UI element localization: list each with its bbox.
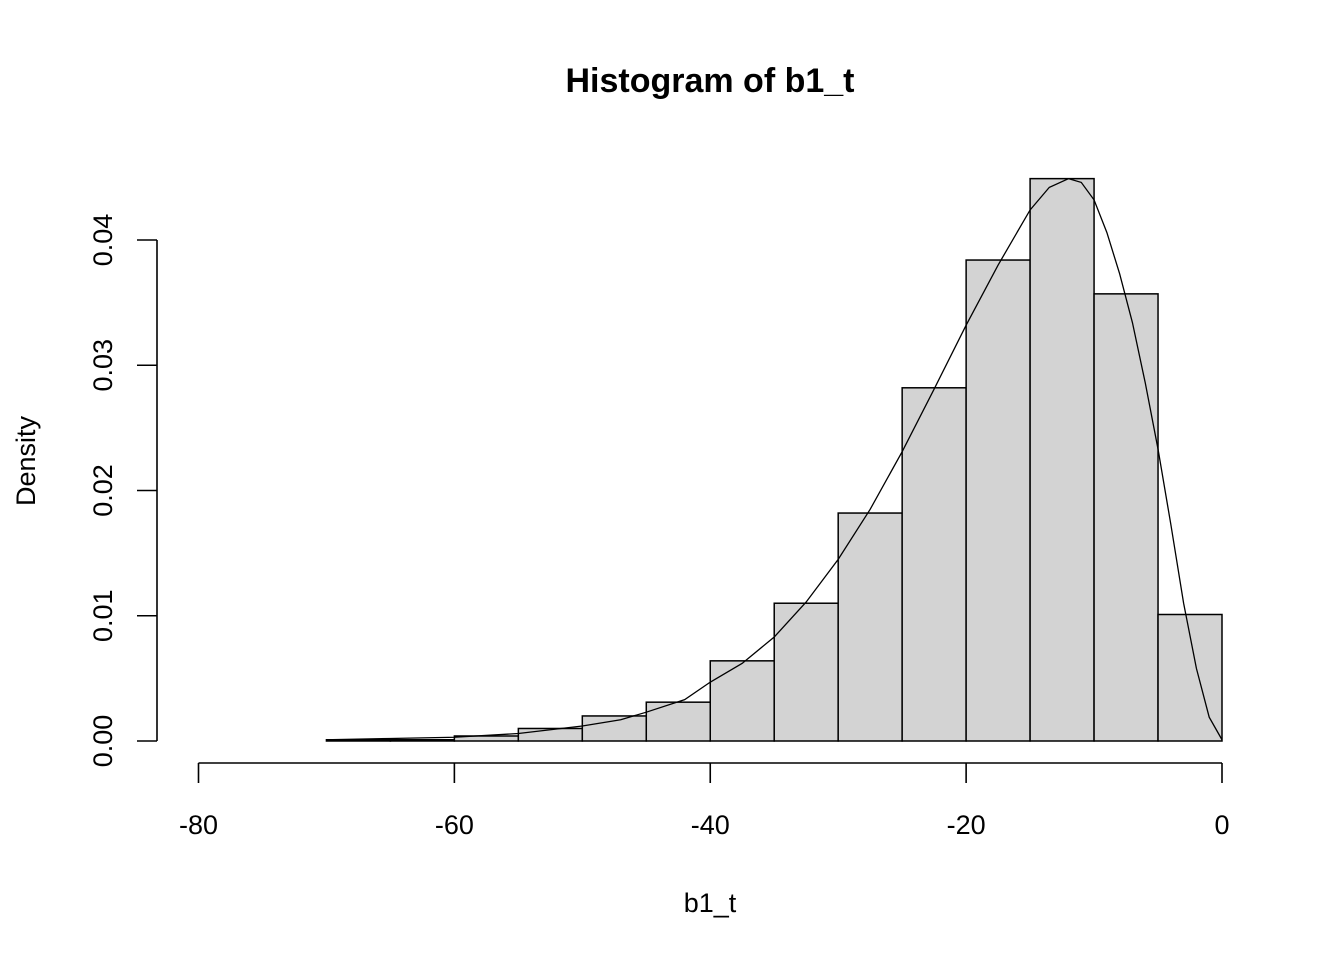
histogram-bar xyxy=(965,259,1031,742)
y-tick-label: 0.01 xyxy=(88,589,118,642)
x-axis-label: b1_t xyxy=(684,888,737,918)
x-tick-label: -20 xyxy=(947,810,986,840)
histogram-bar xyxy=(581,715,648,742)
x-axis: -80 -60 -40 -20 0 xyxy=(179,762,1230,840)
x-tick-label: -80 xyxy=(179,810,218,840)
y-tick-label: 0.03 xyxy=(88,339,118,392)
y-tick-label: 0.00 xyxy=(88,715,118,768)
histogram-bar xyxy=(1029,177,1095,742)
histogram-bar xyxy=(1093,293,1159,742)
y-tick-label: 0.02 xyxy=(88,464,118,517)
histogram-bar xyxy=(389,738,456,742)
histogram-bar xyxy=(773,602,839,742)
bars-group xyxy=(325,177,1223,742)
density-curve xyxy=(326,177,1223,741)
histogram-bar xyxy=(709,660,775,742)
y-tick-label: 0.04 xyxy=(88,214,118,267)
y-axis-label: Density xyxy=(11,415,41,506)
histogram-bar xyxy=(837,512,903,742)
histogram-bar xyxy=(645,701,711,742)
y-axis: 0.00 0.01 0.02 0.03 0.04 xyxy=(88,214,158,768)
histogram-bar xyxy=(901,387,967,742)
chart-title: Histogram of b1_t xyxy=(565,62,854,100)
x-tick-label: 0 xyxy=(1214,810,1229,840)
x-tick-label: -60 xyxy=(435,810,474,840)
x-tick-label: -40 xyxy=(691,810,730,840)
